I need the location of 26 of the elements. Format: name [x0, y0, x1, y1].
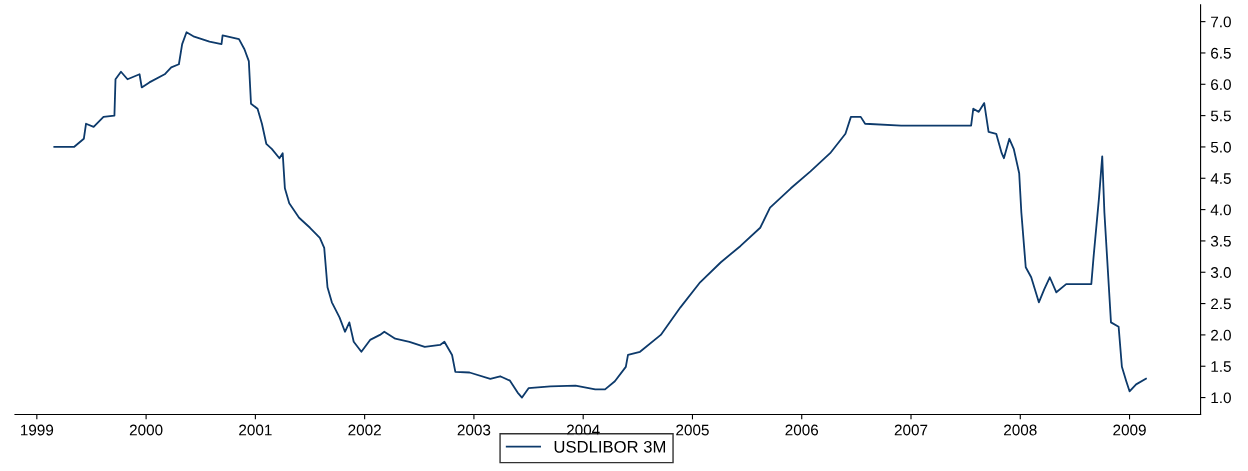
- x-tick-label: 2003: [457, 424, 491, 436]
- y-tick-label: 5.5: [1210, 110, 1231, 122]
- x-tick-label: 2004: [566, 424, 600, 436]
- x-tick-label: 2007: [894, 424, 928, 436]
- x-tick-label: 2005: [676, 424, 709, 436]
- y-tick-label: 2.5: [1211, 298, 1231, 310]
- y-tick-label: 3.0: [1210, 267, 1231, 278]
- y-tick-label: 6.5: [1211, 47, 1231, 59]
- y-tick-label: 1.5: [1211, 361, 1231, 372]
- y-tick-label: 5.0: [1210, 141, 1231, 153]
- x-tick-label: 2008: [1004, 424, 1037, 436]
- x-tick-label: 2001: [239, 424, 272, 436]
- x-tick-label: 2002: [348, 424, 381, 436]
- x-tick-label: 1999: [21, 424, 54, 436]
- y-tick-label: 1.0: [1211, 392, 1231, 404]
- y-tick-label: 7.0: [1211, 16, 1231, 28]
- x-tick-label: 2006: [785, 424, 819, 436]
- y-tick-label: 3.5: [1210, 235, 1231, 247]
- x-tick-label: 2000: [129, 424, 163, 436]
- y-tick-label: 4.5: [1210, 173, 1231, 184]
- y-tick-label: 4.0: [1210, 204, 1231, 216]
- x-tick-label: 2009: [1113, 424, 1146, 436]
- line-series: [53, 31, 1147, 399]
- legend-label: USDLIBOR 3M: [554, 440, 666, 453]
- y-tick-label: 6.0: [1211, 79, 1231, 90]
- y-tick-label: 2.0: [1211, 329, 1231, 341]
